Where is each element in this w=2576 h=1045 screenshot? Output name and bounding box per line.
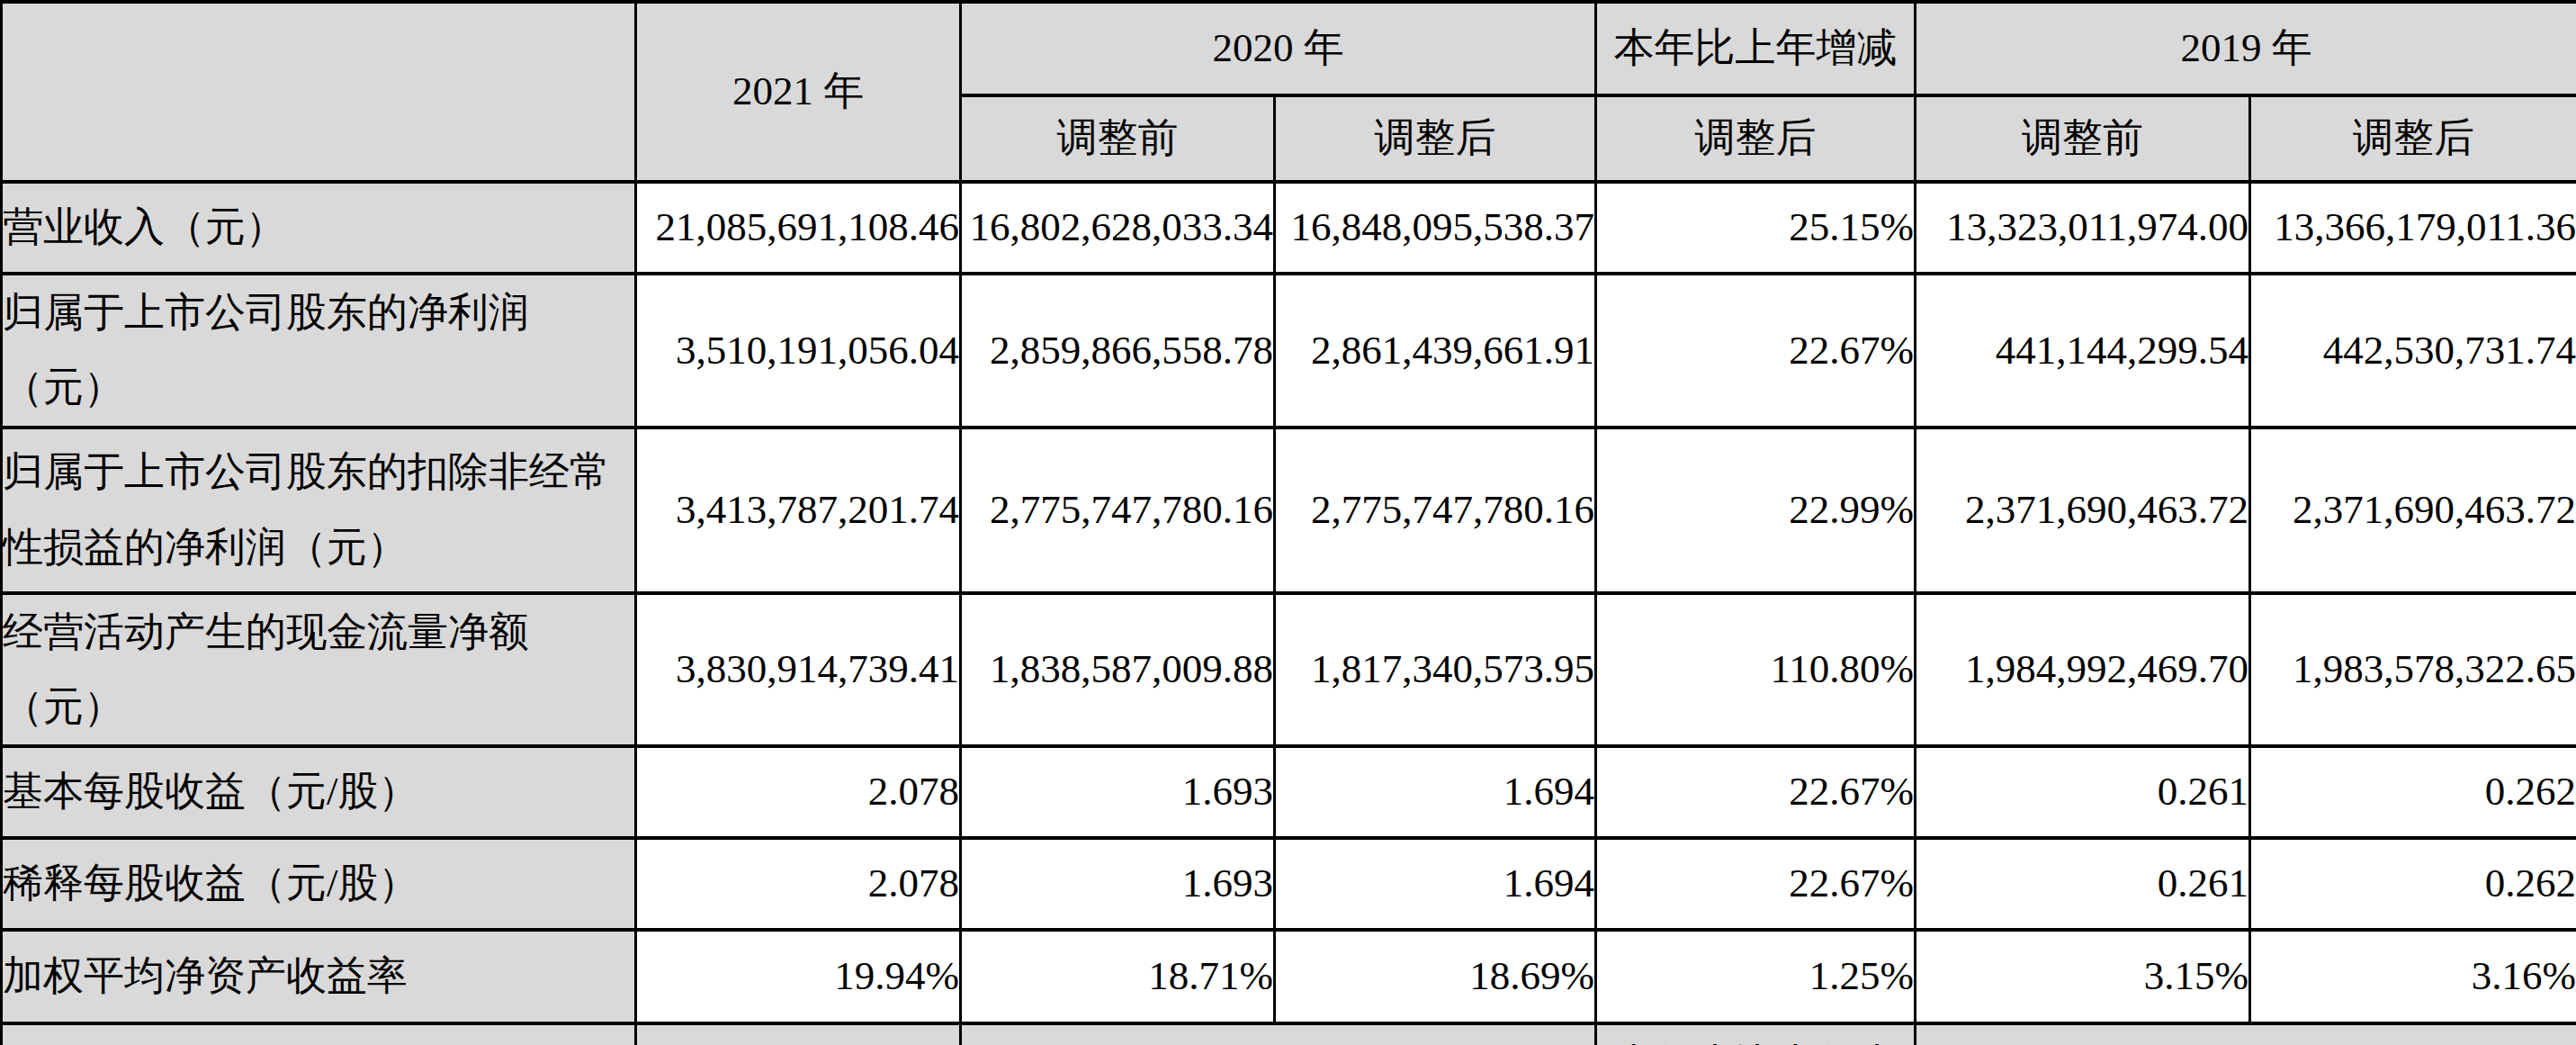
value-2019-adj-before: 1,984,992,469.70 xyxy=(1916,593,2250,747)
value-yoy-change: 110.80% xyxy=(1596,593,1916,747)
value-2020-adj-before: 1.693 xyxy=(961,746,1275,838)
value-2020-adj-before: 1.693 xyxy=(961,838,1275,930)
header-yoy-change: 本年比上年增减 xyxy=(1596,2,1916,95)
value-yoy-change: 25.15% xyxy=(1596,182,1916,274)
value-2020-adj-after: 18.69% xyxy=(1275,930,1596,1023)
value-2020-adj-after: 2,775,747,780.16 xyxy=(1275,428,1596,593)
header-year-2019: 2019 年 xyxy=(1916,2,2576,95)
metric-label: 营业收入（元） xyxy=(2,182,636,274)
value-2019-adj-after: 0.262 xyxy=(2250,838,2576,930)
footer-year-end-2020: 2020 年末 xyxy=(961,1023,1596,1045)
table-row-net-profit-excl-nonrecurring: 归属于上市公司股东的扣除非经常性损益的净利润（元） 3,413,787,201.… xyxy=(2,428,2576,593)
metric-label: 归属于上市公司股东的净利润（元） xyxy=(2,274,636,428)
footer-year-end-2019: 2019 年末 xyxy=(1916,1023,2576,1045)
header-2020-adj-before: 调整前 xyxy=(961,95,1275,182)
value-2020-adj-before: 2,859,866,558.78 xyxy=(961,274,1275,428)
header-yoy-adj-after: 调整后 xyxy=(1596,95,1916,182)
header-year-2020: 2020 年 xyxy=(961,2,1596,95)
table-row-basic-eps: 基本每股收益（元/股） 2.078 1.693 1.694 22.67% 0.2… xyxy=(2,746,2576,838)
metric-label: 稀释每股收益（元/股） xyxy=(2,838,636,930)
value-2020-adj-after: 1.694 xyxy=(1275,838,1596,930)
value-2019-adj-before: 441,144,299.54 xyxy=(1916,274,2250,428)
value-2019-adj-after: 442,530,731.74 xyxy=(2250,274,2576,428)
header-2020-adj-after: 调整后 xyxy=(1275,95,1596,182)
value-2019-adj-before: 3.15% xyxy=(1916,930,2250,1023)
table-row-net-profit: 归属于上市公司股东的净利润（元） 3,510,191,056.04 2,859,… xyxy=(2,274,2576,428)
value-2019-adj-before: 13,323,011,974.00 xyxy=(1916,182,2250,274)
value-2019-adj-after: 0.262 xyxy=(2250,746,2576,838)
value-yoy-change: 1.25% xyxy=(1596,930,1916,1023)
header-row-years: 2021 年 2020 年 本年比上年增减 2019 年 xyxy=(2,2,2576,95)
value-2019-adj-after: 2,371,690,463.72 xyxy=(2250,428,2576,593)
metric-label: 经营活动产生的现金流量净额（元） xyxy=(2,593,636,747)
value-2020-adj-after: 16,848,095,538.37 xyxy=(1275,182,1596,274)
metric-label: 加权平均净资产收益率 xyxy=(2,930,636,1023)
value-2020-adj-before: 18.71% xyxy=(961,930,1275,1023)
header-year-2021: 2021 年 xyxy=(636,2,961,182)
value-2021: 3,830,914,739.41 xyxy=(636,593,961,747)
header-corner-cell xyxy=(2,2,636,182)
value-2019-adj-before: 2,371,690,463.72 xyxy=(1916,428,2250,593)
value-2019-adj-before: 0.261 xyxy=(1916,746,2250,838)
value-2020-adj-after: 1,817,340,573.95 xyxy=(1275,593,1596,747)
value-yoy-change: 22.67% xyxy=(1596,274,1916,428)
value-2020-adj-before: 16,802,628,033.34 xyxy=(961,182,1275,274)
value-2021: 3,510,191,056.04 xyxy=(636,274,961,428)
value-2021: 19.94% xyxy=(636,930,961,1023)
table-row-operating-cash-flow: 经营活动产生的现金流量净额（元） 3,830,914,739.41 1,838,… xyxy=(2,593,2576,747)
value-2019-adj-before: 0.261 xyxy=(1916,838,2250,930)
value-2021: 21,085,691,108.46 xyxy=(636,182,961,274)
value-2020-adj-before: 2,775,747,780.16 xyxy=(961,428,1275,593)
value-2019-adj-after: 3.16% xyxy=(2250,930,2576,1023)
value-2019-adj-after: 13,366,179,011.36 xyxy=(2250,182,2576,274)
value-2019-adj-after: 1,983,578,322.65 xyxy=(2250,593,2576,747)
footer-year-end-2021: 2021 年末 xyxy=(636,1023,961,1045)
value-2021: 3,413,787,201.74 xyxy=(636,428,961,593)
table-row-weighted-avg-roe: 加权平均净资产收益率 19.94% 18.71% 18.69% 1.25% 3.… xyxy=(2,930,2576,1023)
value-2020-adj-before: 1,838,587,009.88 xyxy=(961,593,1275,747)
table-row-revenue: 营业收入（元） 21,085,691,108.46 16,802,628,033… xyxy=(2,182,2576,274)
header-2019-adj-after: 调整后 xyxy=(2250,95,2576,182)
table-row-diluted-eps: 稀释每股收益（元/股） 2.078 1.693 1.694 22.67% 0.2… xyxy=(2,838,2576,930)
value-2021: 2.078 xyxy=(636,746,961,838)
metric-label: 基本每股收益（元/股） xyxy=(2,746,636,838)
value-yoy-change: 22.67% xyxy=(1596,838,1916,930)
financial-highlights-table: 2021 年 2020 年 本年比上年增减 2019 年 调整前 调整后 调整后… xyxy=(0,0,2576,1045)
footer-corner-cell xyxy=(2,1023,636,1045)
footer-year-end-yoy-change: 本年末比上年末增减 xyxy=(1596,1023,1916,1045)
header-2019-adj-before: 调整前 xyxy=(1916,95,2250,182)
value-yoy-change: 22.99% xyxy=(1596,428,1916,593)
footer-row-year-end: 2021 年末 2020 年末 本年末比上年末增减 2019 年末 xyxy=(2,1023,2576,1045)
value-2020-adj-after: 2,861,439,661.91 xyxy=(1275,274,1596,428)
value-2021: 2.078 xyxy=(636,838,961,930)
value-2020-adj-after: 1.694 xyxy=(1275,746,1596,838)
metric-label: 归属于上市公司股东的扣除非经常性损益的净利润（元） xyxy=(2,428,636,593)
value-yoy-change: 22.67% xyxy=(1596,746,1916,838)
